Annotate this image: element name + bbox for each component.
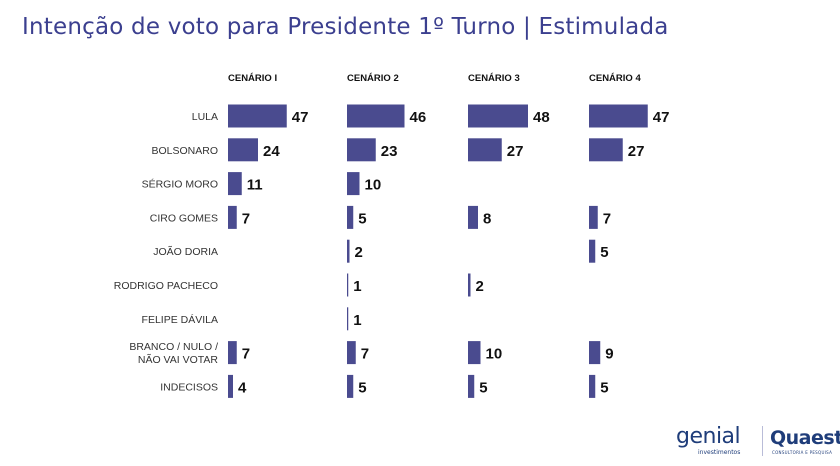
data-label: 7	[603, 210, 611, 227]
bar	[347, 239, 350, 263]
bar	[589, 104, 648, 128]
bar	[468, 374, 475, 398]
data-label: 1	[353, 278, 361, 295]
genial-logo-subtitle: investimentos	[698, 449, 741, 456]
column-header: CENÁRIO 4	[589, 73, 641, 84]
bar	[228, 341, 237, 365]
data-label: 2	[355, 244, 363, 261]
bar	[347, 138, 376, 162]
column-header: CENÁRIO I	[228, 73, 277, 84]
category-label: BOLSONARO	[151, 145, 218, 157]
bar	[347, 172, 360, 196]
data-label: 5	[600, 244, 608, 261]
column-header: CENÁRIO 3	[468, 73, 520, 84]
quaest-logo-subtitle: CONSULTORIA E PESQUISA	[772, 450, 833, 455]
category-label: FELIPE DÁVILA	[142, 313, 218, 326]
bar	[468, 341, 481, 365]
data-label: 47	[653, 109, 670, 126]
data-label: 10	[365, 177, 382, 194]
data-label: 11	[247, 177, 263, 194]
data-label: 7	[242, 346, 250, 363]
category-label: LULA	[192, 111, 218, 123]
bar	[228, 172, 242, 196]
category-label: INDECISOS	[160, 381, 218, 393]
bar	[347, 104, 405, 128]
data-label: 24	[263, 143, 280, 160]
column-header: CENÁRIO 2	[347, 73, 399, 84]
bar	[589, 138, 623, 162]
bar	[468, 104, 528, 128]
data-label: 7	[361, 346, 369, 363]
bar	[228, 138, 258, 162]
bar	[589, 205, 598, 229]
data-label: 9	[605, 346, 613, 363]
logos: genial investimentos Quaest CONSULTORIA …	[676, 424, 840, 460]
bar	[468, 273, 471, 297]
bar	[347, 374, 354, 398]
data-label: 5	[600, 379, 608, 396]
data-label: 1	[353, 312, 361, 329]
quaest-logo: Quaest	[770, 427, 840, 449]
bar	[468, 138, 502, 162]
bar	[589, 374, 596, 398]
data-label: 5	[358, 379, 366, 396]
data-label: 5	[358, 210, 366, 227]
category-label: SÉRGIO MORO	[142, 178, 218, 191]
chart-title: Intenção de voto para Presidente 1º Turn…	[22, 14, 669, 40]
data-label: 10	[486, 346, 503, 363]
data-label: 27	[507, 143, 524, 160]
data-label: 23	[381, 143, 398, 160]
category-label: JOÃO DORIA	[153, 245, 218, 258]
logo-divider	[762, 426, 763, 456]
data-label: 8	[483, 210, 491, 227]
bar	[228, 104, 287, 128]
category-label: RODRIGO PACHECO	[114, 280, 218, 292]
category-label: CIRO GOMES	[150, 212, 218, 224]
bar	[347, 307, 349, 331]
data-label: 46	[410, 109, 427, 126]
bar	[347, 273, 349, 297]
bar	[589, 239, 596, 263]
data-label: 5	[479, 379, 487, 396]
data-label: 2	[476, 278, 484, 295]
bar	[347, 341, 356, 365]
bar	[468, 205, 478, 229]
data-label: 48	[533, 109, 550, 126]
category-label: BRANCO / NULO / NÃO VAI VOTAR	[129, 341, 218, 366]
bar	[228, 374, 233, 398]
data-label: 4	[238, 379, 247, 396]
data-label: 27	[628, 143, 645, 160]
data-label: 47	[292, 109, 309, 126]
bar	[589, 341, 601, 365]
bar	[228, 205, 237, 229]
bar	[347, 205, 354, 229]
data-label: 7	[242, 210, 250, 227]
genial-logo: genial	[676, 424, 741, 449]
